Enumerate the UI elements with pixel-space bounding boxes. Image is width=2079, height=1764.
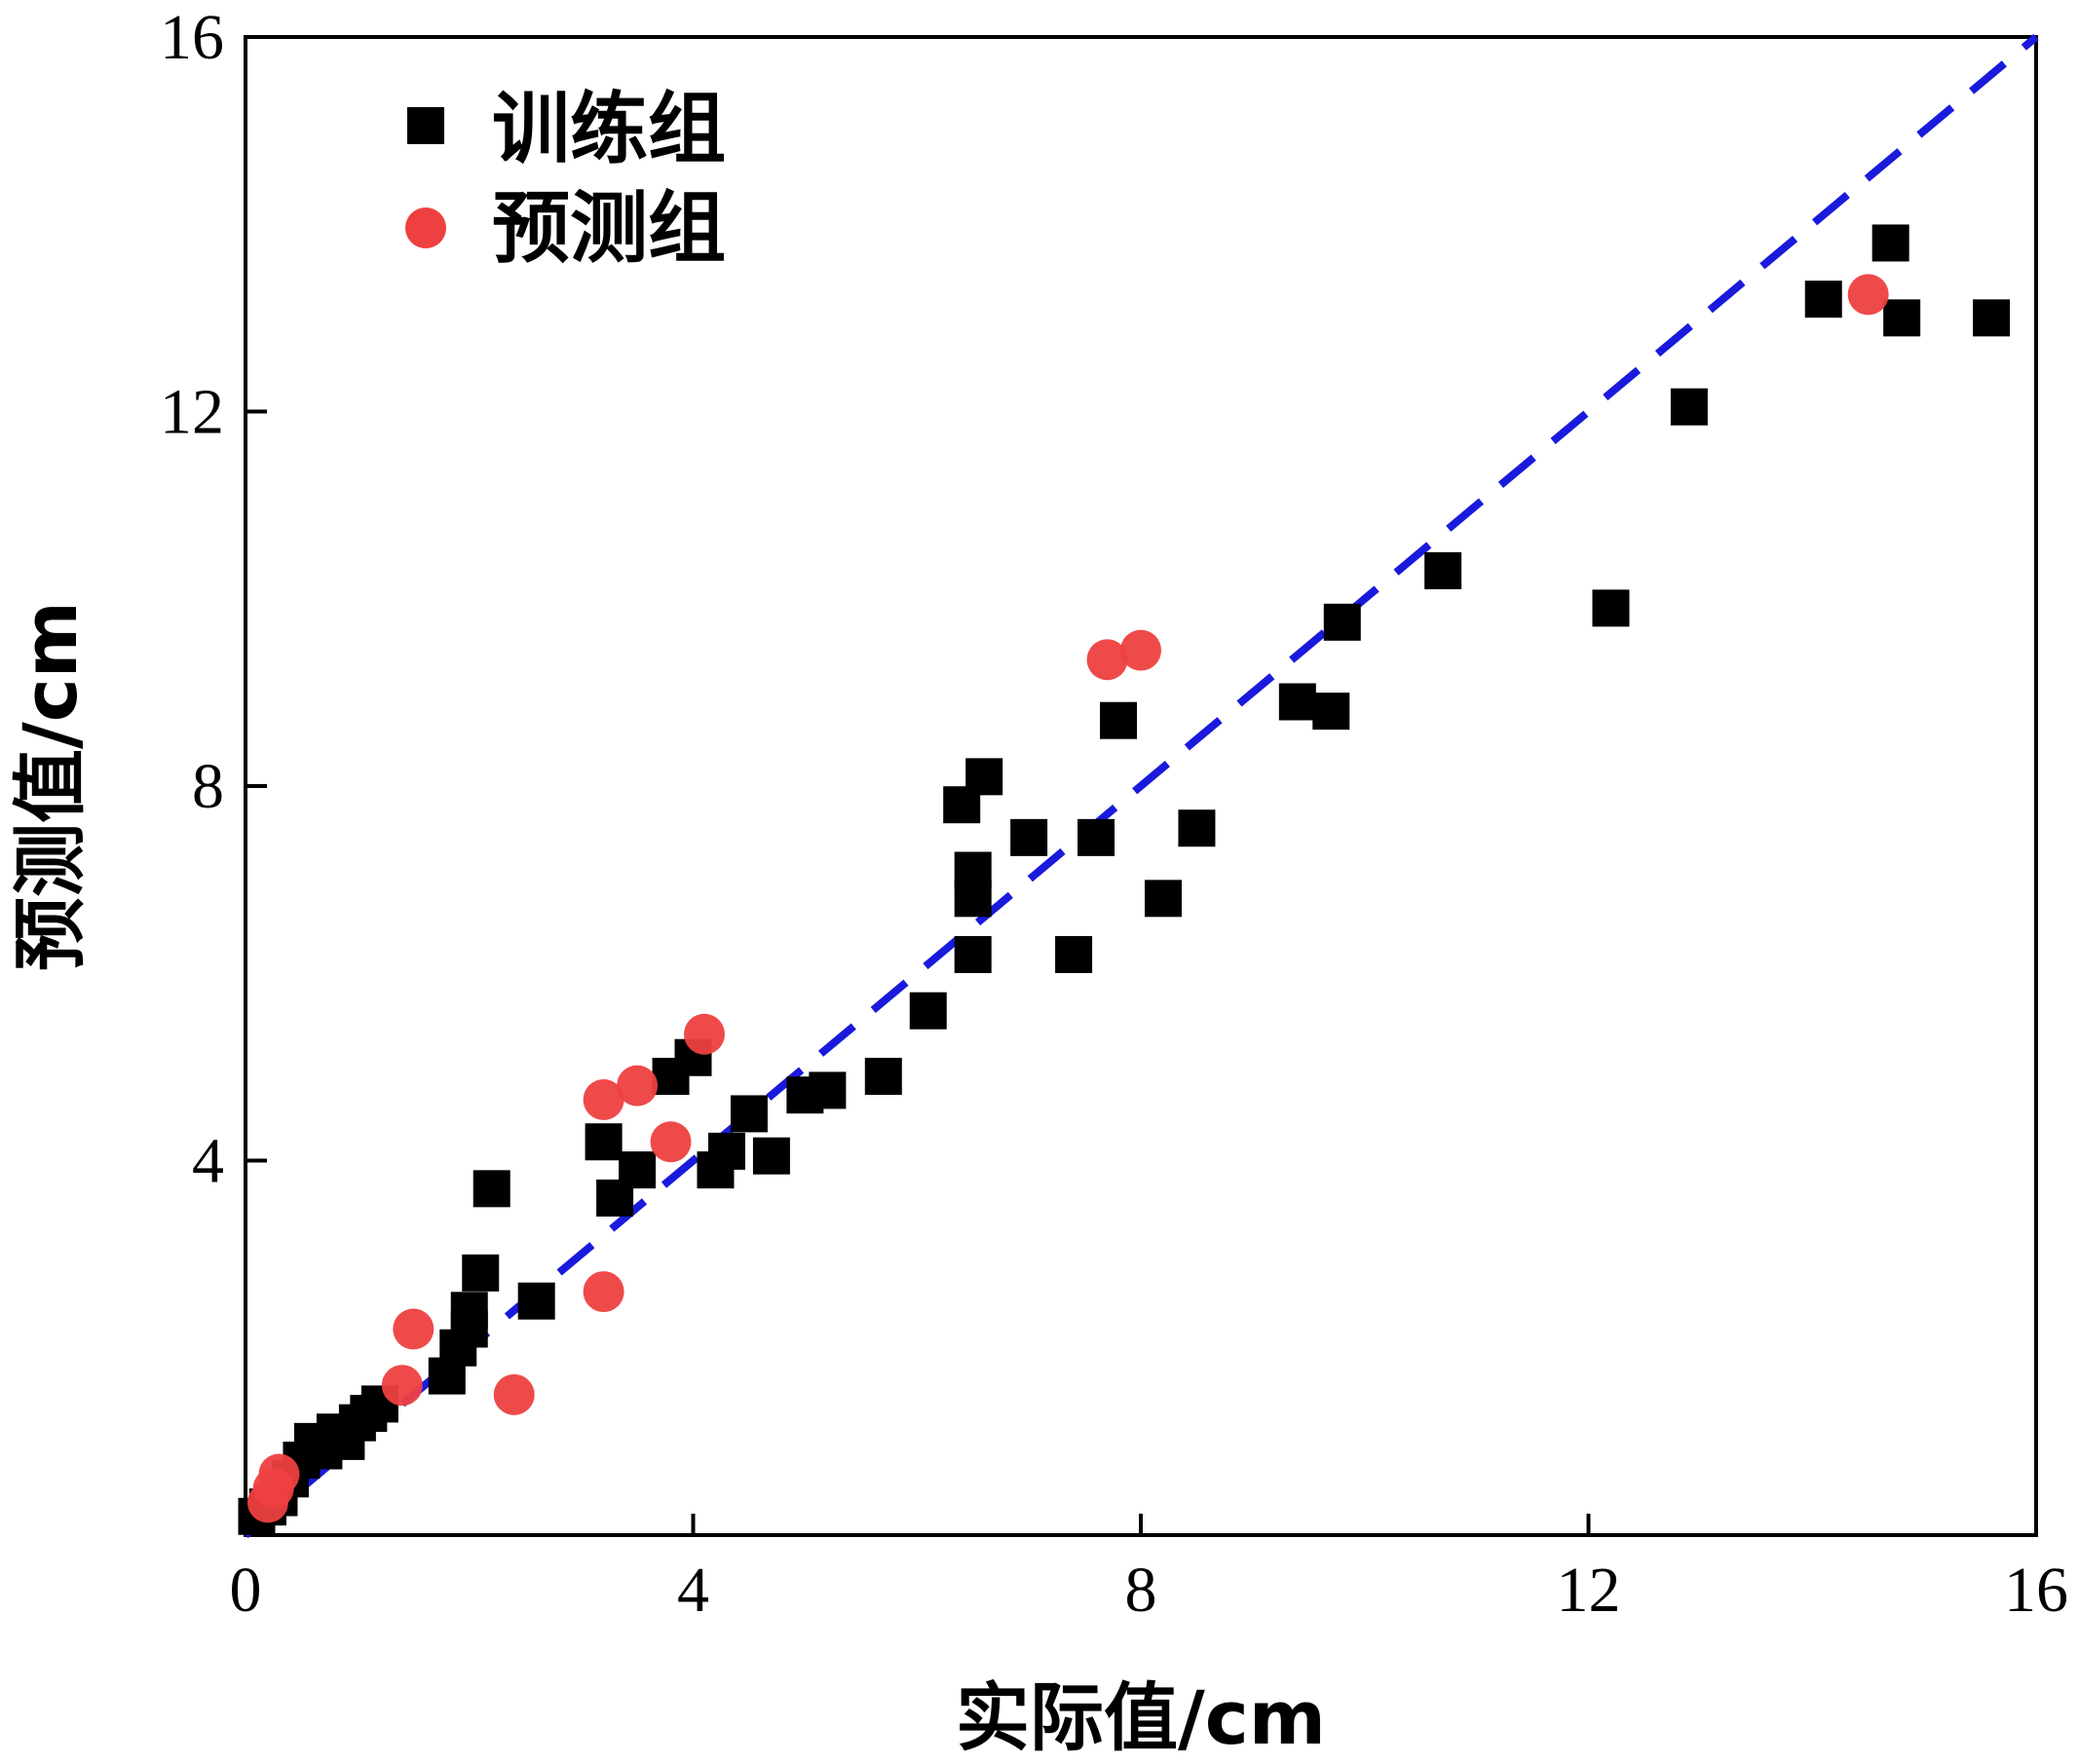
x-tick-label: 12 xyxy=(1557,1555,1621,1626)
train-point xyxy=(954,880,992,918)
predict-point xyxy=(1847,274,1889,316)
predict-point xyxy=(1120,629,1161,671)
train-point xyxy=(1278,683,1316,721)
predict-point xyxy=(617,1065,659,1107)
legend-label-train: 训练组 xyxy=(492,84,726,174)
predict-point xyxy=(583,1079,624,1121)
legend: 训练组 预测组 xyxy=(405,84,726,274)
legend-marker-train xyxy=(407,107,444,144)
point-layer xyxy=(238,224,2011,1535)
x-tick-label: 4 xyxy=(677,1555,709,1626)
train-point xyxy=(517,1282,555,1320)
train-point xyxy=(730,1095,768,1133)
train-point xyxy=(1010,818,1048,856)
train-point xyxy=(1871,224,1909,262)
predict-point xyxy=(393,1308,435,1350)
y-tick-label: 16 xyxy=(160,2,224,73)
y-tick-label: 4 xyxy=(192,1126,224,1197)
legend-label-predict: 预测组 xyxy=(492,183,726,274)
train-point xyxy=(1055,936,1093,974)
y-tick-label: 12 xyxy=(160,377,224,448)
train-point xyxy=(809,1071,847,1109)
train-point xyxy=(1973,299,2011,337)
predict-point xyxy=(1086,639,1128,681)
train-point xyxy=(965,758,1003,796)
train-point xyxy=(585,1123,623,1161)
predict-point xyxy=(683,1013,725,1055)
reference-line-layer xyxy=(243,33,2039,1539)
predict-point xyxy=(650,1121,692,1163)
train-point xyxy=(1144,880,1182,918)
predict-point xyxy=(583,1271,624,1313)
train-point xyxy=(1312,693,1350,731)
train-point xyxy=(707,1132,745,1170)
train-point xyxy=(472,1170,510,1208)
train-point xyxy=(1670,388,1708,426)
train-point xyxy=(1592,589,1630,627)
train-point xyxy=(752,1137,790,1175)
train-point xyxy=(1178,809,1216,847)
tick-layer: 0 4 8 12 16 4 8 12 16 xyxy=(160,2,2068,1626)
train-point xyxy=(1323,603,1361,641)
train-point xyxy=(462,1254,500,1292)
train-point xyxy=(864,1057,902,1095)
train-point xyxy=(1077,818,1115,856)
train-point xyxy=(1804,281,1842,319)
train-point xyxy=(450,1292,488,1330)
x-tick-label: 8 xyxy=(1125,1555,1157,1626)
reference-line-y-equals-x xyxy=(243,33,2039,1539)
y-axis-title: 预测值/cm xyxy=(7,601,94,971)
train-point xyxy=(619,1151,657,1189)
predict-point xyxy=(381,1365,423,1407)
train-point xyxy=(1100,701,1138,739)
train-point xyxy=(1883,299,1921,337)
legend-marker-predict xyxy=(405,207,446,248)
y-tick-label: 8 xyxy=(192,751,224,822)
x-axis-title: 实际值/cm xyxy=(956,1674,1326,1761)
predict-point xyxy=(493,1373,535,1415)
x-tick-label: 0 xyxy=(230,1555,262,1626)
train-point xyxy=(1424,551,1462,589)
x-tick-label: 16 xyxy=(2004,1555,2068,1626)
train-point xyxy=(909,992,947,1030)
predict-point xyxy=(258,1453,300,1495)
train-point xyxy=(954,936,992,974)
